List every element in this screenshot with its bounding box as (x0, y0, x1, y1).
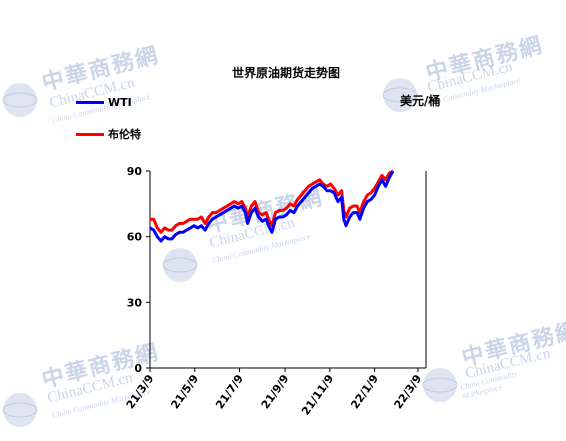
legend-swatch-wti (76, 101, 104, 104)
series-line-wti (149, 170, 395, 243)
x-tick-label: 22/1/9 (348, 372, 381, 411)
legend-label-brent: 布伦特 (108, 128, 141, 141)
x-tick-label: 21/3/9 (124, 372, 157, 411)
x-tick-label: 21/7/9 (213, 372, 246, 411)
y-tick-label: 0 (134, 362, 142, 375)
y-axis-unit: 美元/桶 (400, 94, 441, 108)
chart-title: 世界原油期货走势图 (232, 66, 341, 80)
legend-item-wti: WTI (76, 96, 132, 109)
legend-swatch-brent (76, 132, 104, 136)
x-tick-label: 22/3/9 (392, 372, 425, 411)
x-tick-label: 21/11/9 (299, 372, 336, 417)
y-tick-label: 90 (127, 165, 143, 178)
legend-label-wti: WTI (108, 96, 132, 109)
x-tick-label: 21/9/9 (259, 372, 292, 411)
y-tick-label: 30 (127, 296, 143, 309)
y-tick-label: 60 (127, 231, 143, 244)
x-tick-label: 21/5/9 (168, 372, 201, 411)
legend-item-brent: 布伦特 (76, 126, 141, 142)
series-line-brent (150, 169, 394, 234)
